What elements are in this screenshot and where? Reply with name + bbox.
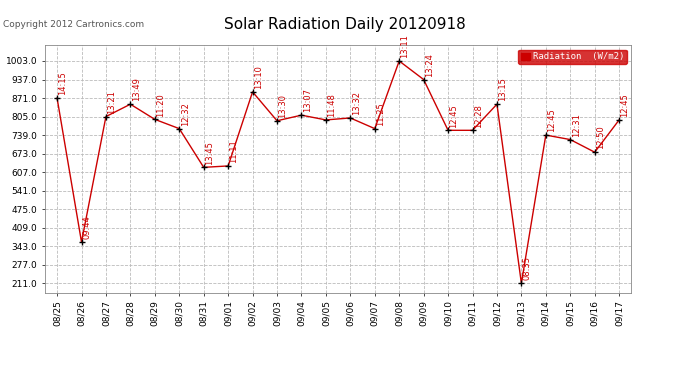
Text: 08:35: 08:35 (523, 256, 532, 280)
Text: 12:32: 12:32 (181, 102, 190, 126)
Text: 13:11: 13:11 (401, 34, 410, 58)
Text: 13:32: 13:32 (352, 91, 361, 115)
Text: 13:24: 13:24 (425, 53, 434, 77)
Text: 13:30: 13:30 (278, 94, 288, 118)
Text: 12:45: 12:45 (620, 93, 629, 117)
Text: 13:21: 13:21 (108, 90, 117, 114)
Text: 11:20: 11:20 (156, 93, 165, 117)
Text: 13:49: 13:49 (132, 78, 141, 101)
Text: 13:45: 13:45 (205, 141, 214, 165)
Text: 12:50: 12:50 (596, 126, 605, 149)
Text: 12:31: 12:31 (571, 113, 581, 137)
Text: 11:11: 11:11 (230, 140, 239, 163)
Text: 14:15: 14:15 (59, 72, 68, 95)
Text: 12:45: 12:45 (547, 108, 556, 132)
Text: 12:45: 12:45 (449, 104, 458, 128)
Text: 13:07: 13:07 (303, 88, 312, 112)
Text: Solar Radiation Daily 20120918: Solar Radiation Daily 20120918 (224, 17, 466, 32)
Text: 13:10: 13:10 (254, 65, 263, 89)
Legend: Radiation  (W/m2): Radiation (W/m2) (518, 50, 627, 64)
Text: Copyright 2012 Cartronics.com: Copyright 2012 Cartronics.com (3, 20, 145, 29)
Text: 12:28: 12:28 (474, 104, 483, 128)
Text: 11:25: 11:25 (376, 102, 385, 126)
Text: 09:44: 09:44 (83, 216, 92, 239)
Text: 11:48: 11:48 (327, 93, 336, 117)
Text: 13:15: 13:15 (498, 78, 507, 101)
